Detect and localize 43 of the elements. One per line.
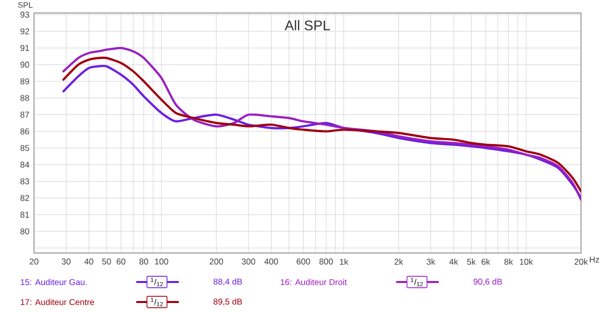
text: 17: Auditeur Centre xyxy=(20,298,94,306)
y-tick-label: 85 xyxy=(20,145,30,151)
x-tick-label: 100 xyxy=(155,258,168,264)
x-tick-label: 6k xyxy=(482,258,490,265)
x-tick-label: 50 xyxy=(102,258,111,264)
y-tick-label: 88 xyxy=(20,95,30,101)
x-tick-label: 60 xyxy=(116,258,126,264)
x-tick-label: 2k xyxy=(394,258,404,265)
x-tick-label: 4k xyxy=(449,258,458,265)
x-tick-label: 400 xyxy=(264,258,278,264)
y-tick-label: 89 xyxy=(20,78,30,84)
y-tick-label: 93 xyxy=(20,12,30,18)
y-tick-label: 82 xyxy=(20,195,30,201)
y-tick-label: 81 xyxy=(20,212,30,218)
y-tick-label: 80 xyxy=(20,228,30,234)
text: 90,6 dB xyxy=(474,278,502,286)
x-tick-label: 300 xyxy=(242,258,256,264)
x-tick-label: 80 xyxy=(139,258,148,264)
x-tick-label: 800 xyxy=(319,258,333,264)
x-tick-label: 30 xyxy=(62,258,70,264)
x-axis-title: Hz xyxy=(590,256,600,263)
text: 15: Auditeur Gau. xyxy=(20,278,87,286)
text: 89,5 dB xyxy=(214,298,242,306)
x-tick-label: 1k xyxy=(340,258,348,265)
x-tick-label: 20 xyxy=(30,258,38,264)
y-tick-label: 91 xyxy=(20,45,30,51)
chart-title: All SPL xyxy=(284,20,330,30)
x-tick-label: 3k xyxy=(426,258,436,265)
x-tick-label: 600 xyxy=(296,258,310,264)
text: 16: Auditeur Droit xyxy=(280,278,347,286)
x-tick-label: 20k xyxy=(574,258,588,265)
x-tick-label: 5k xyxy=(467,258,476,265)
y-tick-label: 86 xyxy=(20,128,30,134)
y-tick-label: 84 xyxy=(20,162,30,168)
y-tick-label: 90 xyxy=(20,62,30,68)
text: 88,4 dB xyxy=(214,278,242,286)
y-tick-label: 83 xyxy=(20,178,30,184)
x-tick-label: 8k xyxy=(504,258,513,265)
x-tick-label: 200 xyxy=(210,258,224,264)
y-tick-label: 87 xyxy=(20,112,30,118)
y-tick-label: 92 xyxy=(20,28,30,34)
x-tick-label: 40 xyxy=(84,258,94,264)
x-tick-label: 10k xyxy=(520,258,533,265)
